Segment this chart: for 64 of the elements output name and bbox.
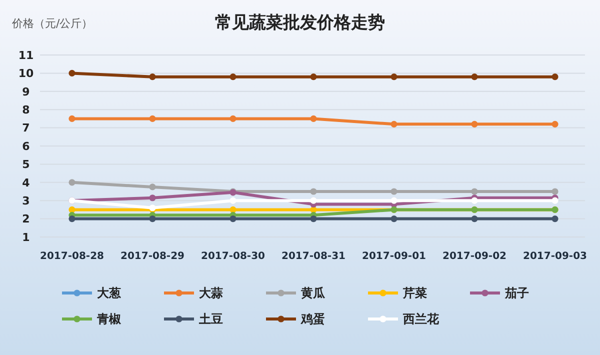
- y-tick-label: 9: [22, 85, 30, 98]
- point: [390, 188, 398, 195]
- point: [471, 197, 478, 204]
- point: [68, 216, 76, 222]
- point: [68, 206, 76, 213]
- point: [390, 120, 398, 128]
- y-tick-label: 2: [22, 212, 30, 226]
- point: [230, 115, 236, 122]
- point: [552, 74, 558, 80]
- point: [68, 70, 76, 76]
- x-tick-label: 2017-09-03: [523, 251, 588, 262]
- legend-label: 芹菜: [402, 286, 427, 300]
- point: [471, 74, 478, 80]
- point: [390, 216, 398, 222]
- legend-label: 大葱: [97, 286, 121, 300]
- point: [230, 216, 236, 222]
- y-axis-title: 价格（元/公斤）: [11, 17, 93, 30]
- point: [552, 120, 558, 128]
- legend-label: 土豆: [198, 312, 223, 326]
- x-tick-label: 2017-08-31: [282, 251, 346, 262]
- legend-label: 青椒: [96, 312, 122, 326]
- point: [390, 197, 398, 204]
- legend-label: 大蒜: [199, 286, 223, 300]
- y-tick-label: 8: [22, 103, 30, 116]
- point: [310, 216, 317, 222]
- point: [552, 197, 558, 204]
- legend-label: 西兰花: [402, 312, 440, 326]
- point: [310, 197, 317, 204]
- legend-label: 茄子: [504, 286, 529, 300]
- y-tick-label: 4: [22, 176, 30, 190]
- x-tick-label: 2017-09-01: [362, 251, 426, 262]
- legend-label: 黄瓜: [300, 286, 326, 300]
- y-tick-label: 6: [22, 140, 30, 153]
- point: [471, 188, 478, 195]
- point: [68, 115, 76, 122]
- point: [230, 74, 236, 80]
- chart-title: 常见蔬菜批发价格走势: [215, 13, 385, 33]
- point: [68, 179, 76, 186]
- point: [552, 216, 558, 222]
- point: [149, 194, 156, 202]
- point: [310, 115, 317, 122]
- y-tick-label: 3: [22, 194, 30, 208]
- legend-label: 鸡蛋: [300, 312, 325, 326]
- point: [310, 74, 317, 80]
- point: [230, 197, 236, 204]
- y-tick-label: 7: [22, 122, 30, 135]
- point: [149, 74, 156, 80]
- point: [149, 216, 156, 222]
- point: [230, 206, 236, 213]
- y-tick-label: 11: [18, 48, 34, 62]
- x-tick-label: 2017-08-29: [120, 251, 185, 262]
- y-tick-label: 1: [22, 230, 30, 244]
- point: [471, 120, 478, 128]
- x-tick-label: 2017-08-30: [201, 251, 266, 262]
- x-tick-label: 2017-08-28: [40, 251, 104, 262]
- point: [471, 216, 478, 222]
- y-tick-label: 5: [22, 158, 30, 172]
- point: [310, 188, 317, 195]
- point: [390, 74, 398, 80]
- x-tick-label: 2017-09-02: [442, 251, 507, 262]
- point: [149, 184, 156, 190]
- point: [552, 188, 558, 195]
- point: [149, 115, 156, 122]
- y-tick-label: 10: [18, 67, 34, 80]
